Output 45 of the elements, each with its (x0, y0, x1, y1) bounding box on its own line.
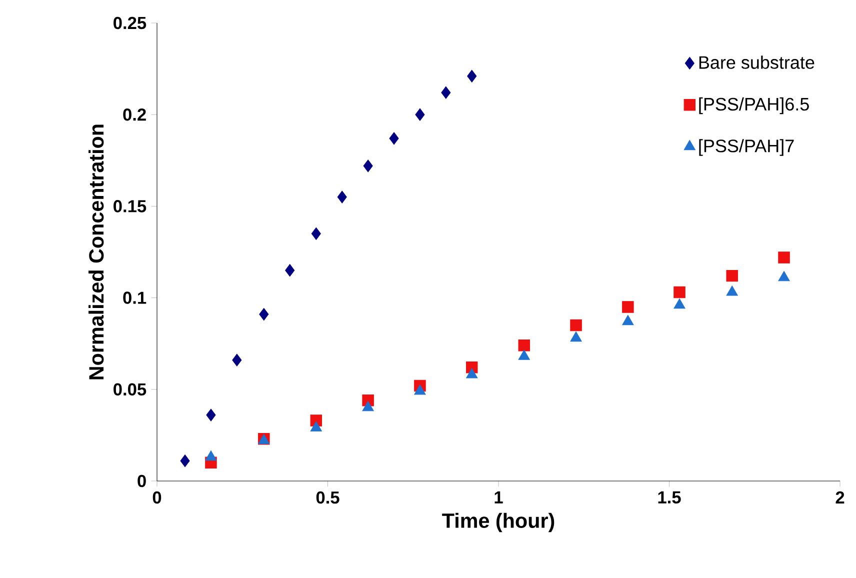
point (232, 354, 242, 366)
y-tick-label: 0.25 (114, 16, 146, 30)
point (726, 270, 738, 282)
x-tick-label: 1 (494, 491, 503, 504)
y-tick-label: 0.1 (123, 292, 146, 304)
point (285, 264, 295, 277)
point (466, 368, 478, 378)
point (206, 408, 216, 422)
point (518, 340, 530, 352)
point (674, 286, 686, 298)
y-tick-label: 0.15 (114, 200, 146, 212)
y-axis-title: Normalized Concentration (88, 124, 104, 380)
point (363, 160, 373, 172)
point (414, 384, 426, 395)
point (467, 70, 477, 82)
x-tick-label: 0.5 (316, 491, 340, 504)
point (570, 331, 582, 342)
legend-label: [PSS/PAH]7 (699, 139, 794, 156)
x-axis-title: Time (hour) (442, 512, 554, 532)
point (778, 252, 790, 264)
x-tick-label: 1.5 (658, 491, 681, 504)
legend-label: Bare substrate (699, 56, 814, 69)
point (622, 301, 634, 313)
point (180, 454, 190, 468)
point (570, 319, 582, 332)
point (778, 270, 790, 282)
y-tick-label: 0.2 (123, 108, 146, 121)
x-tick-label: 2 (836, 491, 844, 504)
point (389, 132, 399, 145)
x-tick-label: 0 (152, 491, 162, 504)
point (362, 401, 374, 412)
point (205, 450, 217, 461)
point (441, 86, 451, 99)
point (310, 421, 322, 432)
point (259, 308, 269, 321)
point (415, 108, 425, 121)
point (337, 190, 347, 204)
y-tick-label: 0 (138, 474, 146, 488)
point (622, 314, 634, 326)
point (311, 227, 321, 240)
point (726, 286, 738, 296)
legend-label: [PSS/PAH]6.5 (699, 97, 809, 114)
y-tick-label: 0.05 (114, 383, 146, 396)
point (674, 298, 686, 309)
point (518, 350, 530, 360)
